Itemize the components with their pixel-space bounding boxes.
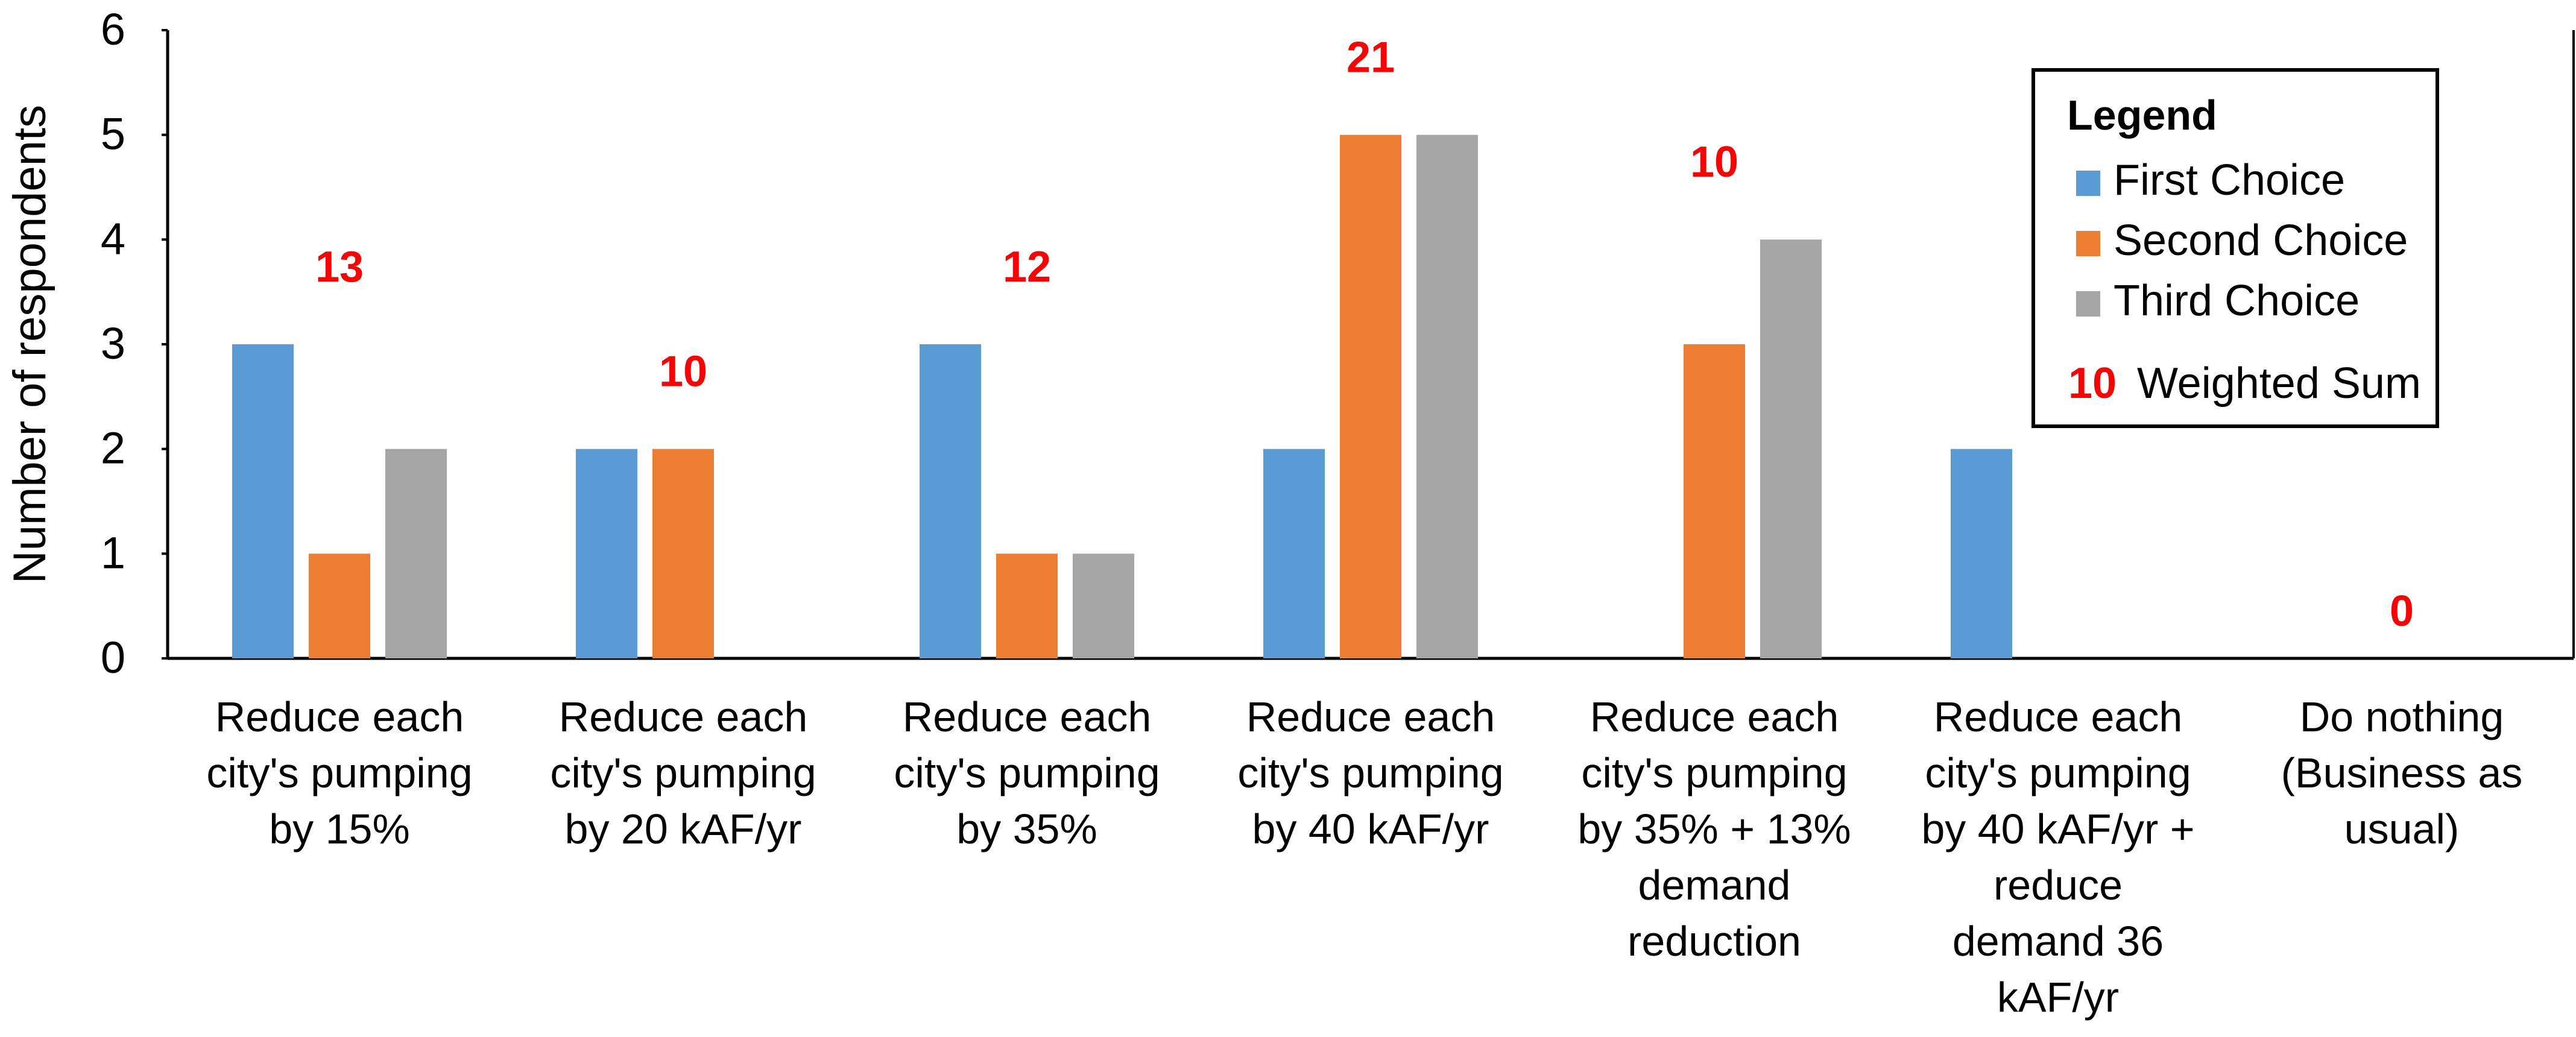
category-label-line: city's pumping [894,749,1160,796]
bar-first-choice-1 [576,449,637,658]
category-label: Reduce each city's pumping by 40 kAF/yr [1237,693,1503,853]
category-label-line: city's pumping [550,749,816,796]
y-axis-tick-label: 5 [101,109,125,159]
y-axis-tick-label: 6 [101,4,125,54]
y-axis-tick-label: 0 [101,632,125,682]
bar-third-choice-3 [1416,134,1478,658]
bar-marks [232,134,2012,658]
category-label-line: by 35% + 13% [1577,805,1851,853]
legend-title: Legend [2067,92,2217,139]
category-label-line: city's pumping [1237,749,1503,796]
category-label-line: (Business as [2281,749,2523,796]
category-label: Reduce each city's pumping by 20 kAF/yr [550,693,816,853]
category-label-line: city's pumping [206,749,472,796]
bar-first-choice-2 [920,344,981,658]
y-axis-ticks: 0 1 2 3 4 5 6 [101,4,168,682]
legend-swatch-second-choice [2076,231,2100,256]
category-label: Reduce each city's pumping by 35% [894,693,1160,853]
bar-first-choice-3 [1263,449,1325,658]
category-label-line: city's pumping [1925,749,2191,796]
bar-second-choice-1 [652,449,714,658]
category-label-line: city's pumping [1581,749,1847,796]
category-label-line: Do nothing [2300,693,2504,740]
legend-swatch-first-choice [2076,171,2100,196]
category-label: Do nothing (Business as usual) [2281,693,2523,853]
legend-weighted-sum-example: 10 [2068,359,2117,408]
category-label: Reduce each city's pumping by 15% [206,693,472,853]
y-axis-tick-label: 4 [101,213,125,263]
category-label-line: demand [1638,862,1791,909]
legend-label-first-choice: First Choice [2114,156,2345,204]
category-label-line: usual) [2344,805,2460,853]
legend-swatch-third-choice [2076,291,2100,317]
legend-label-second-choice: Second Choice [2114,216,2408,265]
legend-label-third-choice: Third Choice [2114,277,2360,325]
category-label-line: Reduce each [903,693,1152,740]
category-label-line: demand 36 [1953,918,2164,965]
category-label-line: kAF/yr [1997,974,2119,1021]
bar-third-choice-2 [1073,553,1134,658]
weighted-sum-label: 0 [2390,587,2414,635]
weighted-sum-label: 21 [1346,33,1395,81]
category-label-line: by 40 kAF/yr [1252,805,1489,853]
weighted-sum-label: 10 [1690,138,1738,186]
bar-first-choice-0 [232,344,294,658]
legend-box [2031,68,2439,428]
y-axis-tick-label: 3 [101,318,125,368]
category-labels: Reduce each city's pumping by 15%Reduce ea… [206,693,2522,1021]
bar-second-choice-3 [1340,134,1401,658]
legend: Legend First Choice Second Choice Third … [2031,68,2439,428]
category-label-line: Reduce each [1934,693,2183,740]
category-label-line: Reduce each [559,693,808,740]
y-axis-label: Number of respondents [4,105,55,584]
bar-second-choice-2 [996,553,1058,658]
weighted-sum-label: 10 [659,347,707,396]
category-label: Reduce each city's pumping by 40 kAF/yr + r… [1921,693,2194,1021]
bar-third-choice-0 [385,449,447,658]
bar-first-choice-5 [1951,449,2012,658]
y-axis-tick-label: 2 [101,423,125,473]
category-label-line: Reduce each [1590,693,1839,740]
bar-second-choice-4 [1684,344,1745,658]
category-label-line: by 40 kAF/yr + [1921,805,2194,853]
category-label-line: reduce [1994,862,2123,909]
category-label-line: Reduce each [1246,693,1495,740]
category-label-line: Reduce each [215,693,464,740]
bar-second-choice-0 [309,553,370,658]
category-label-line: by 20 kAF/yr [565,805,802,853]
weighted-sum-label: 12 [1003,243,1051,291]
category-label-line: by 15% [269,805,409,853]
legend-weighted-sum-label: Weighted Sum [2137,359,2421,408]
weighted-sum-label: 13 [315,243,364,291]
bar-third-choice-4 [1760,239,1822,658]
category-label-line: reduction [1627,918,1801,965]
category-label: Reduce each city's pumping by 35% + 13% dem… [1577,693,1851,965]
y-axis-tick-label: 1 [101,528,125,578]
category-label-line: by 35% [956,805,1097,853]
